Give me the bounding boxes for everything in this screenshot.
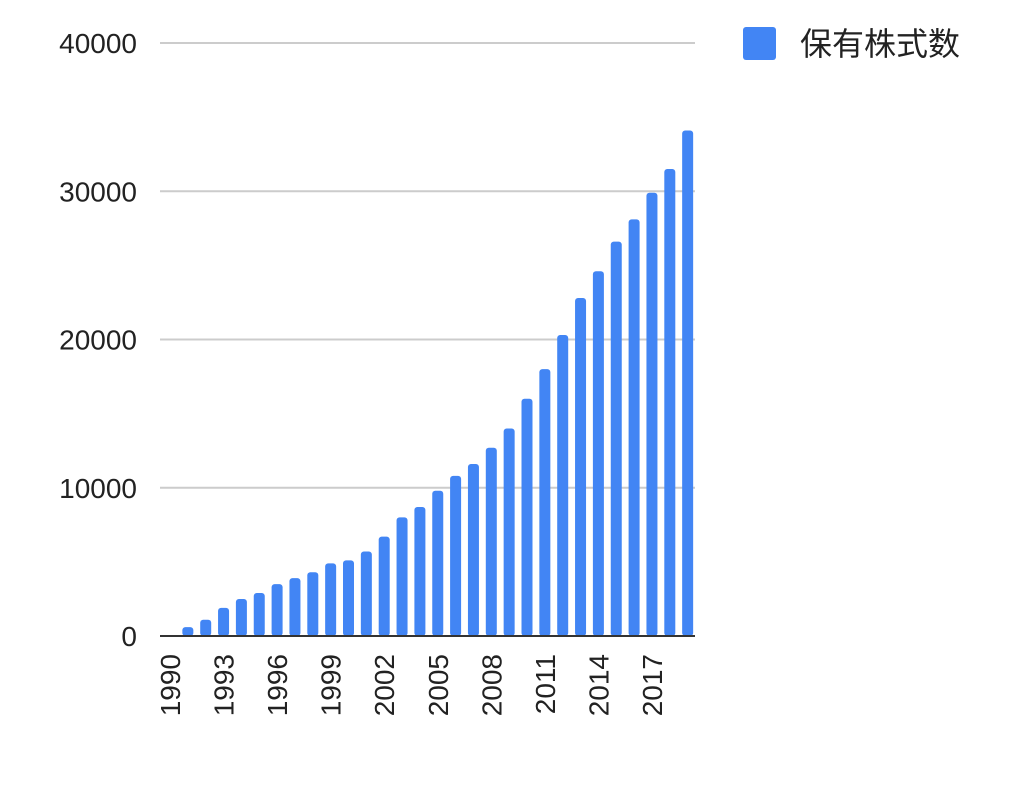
bar-2013 [575,297,587,636]
bar-2000 [343,560,354,636]
bar-2010 [521,398,533,636]
bar-2015 [610,241,622,636]
bar-2007 [467,464,479,636]
x-tick-label: 2017 [637,654,668,716]
x-tick-label: 1993 [209,654,240,716]
bar-2014 [592,271,604,636]
x-tick-label: 2002 [369,654,400,716]
x-tick-label: 2014 [583,654,614,716]
bar-2001 [360,551,372,636]
bar-1993 [218,607,230,636]
x-tick-label: 2011 [530,654,561,714]
bar-1997 [289,578,301,636]
bar-2008 [485,447,497,636]
y-tick-label: 20000 [59,325,137,356]
bar-2019 [682,130,694,636]
y-tick-label: 40000 [59,28,137,59]
bar-2003 [396,517,408,636]
y-tick-label: 0 [121,621,137,652]
bar-2017 [646,192,658,637]
bar-1991 [182,627,194,636]
bar-2006 [450,475,462,636]
bar-1994 [235,598,247,636]
x-tick-label: 1990 [155,654,186,716]
bar-1992 [200,619,212,636]
x-tick-label: 1996 [262,654,293,716]
bar-1995 [253,593,265,636]
bar-2012 [557,335,569,636]
y-tick-label: 10000 [59,473,137,504]
legend-label: 保有株式数 [800,25,960,63]
bar-2005 [432,490,444,636]
gridlines [160,42,695,489]
y-tick-label: 30000 [59,176,137,207]
y-axis-ticks: 0 10000 20000 30000 40000 [59,28,137,652]
bars [182,130,694,637]
legend: 保有株式数 [743,25,960,63]
x-tick-label: 2005 [423,654,454,716]
bar-2018 [664,169,676,636]
bar-2009 [503,428,515,636]
bar-1998 [307,572,319,636]
bar-2011 [539,369,551,636]
x-tick-label: 2008 [476,654,507,716]
bar-1999 [325,563,337,636]
bar-1996 [271,584,283,636]
bar-2016 [628,219,640,637]
legend-swatch [743,27,776,60]
x-axis-ticks: 1990 1993 1996 1999 2002 2005 2008 2011 2014 2017 [155,654,668,716]
x-tick-label: 1999 [316,654,347,716]
bar-2004 [414,507,426,636]
bar-2002 [378,536,390,636]
